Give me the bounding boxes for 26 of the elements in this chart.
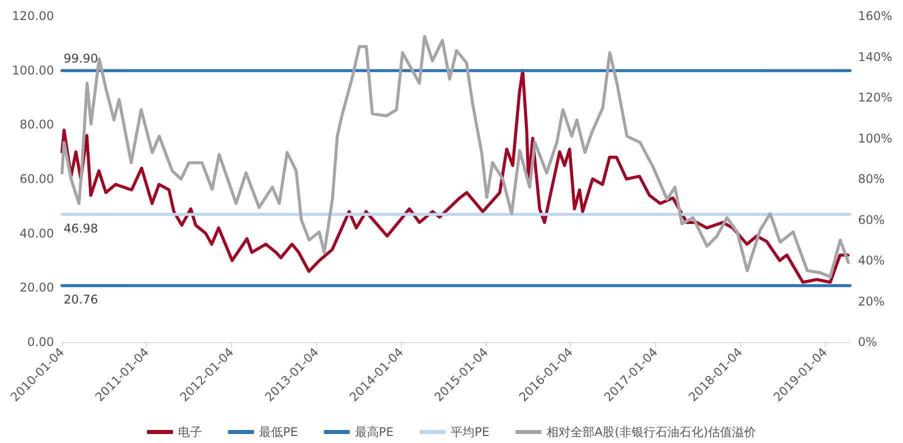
- legend-label: 最高PE: [354, 425, 394, 439]
- legend-label: 最低PE: [258, 425, 298, 439]
- y2-tick-label: 140%: [858, 50, 892, 64]
- y-tick-label: 40.00: [20, 226, 54, 240]
- line-series: [60, 69, 850, 284]
- y-tick-label: 120.00: [12, 9, 54, 23]
- y2-tick-label: 60%: [858, 212, 885, 227]
- y-tick-label: 60.00: [20, 172, 54, 186]
- y2-tick-label: 100%: [858, 131, 892, 146]
- legend-label: 电子: [178, 425, 202, 439]
- y2-tick-label: 40%: [858, 254, 885, 268]
- y2-tick-label: 160%: [858, 9, 892, 23]
- annotation: 99.90: [64, 52, 98, 66]
- y2-tick-label: 20%: [858, 294, 885, 308]
- legend-label: 相对全部A股(非银行石油石化)估值溢价: [546, 425, 756, 439]
- y-tick-label: 20.00: [20, 280, 54, 295]
- annotation: 20.76: [64, 292, 98, 307]
- y-tick-label: 100.00: [12, 63, 54, 78]
- annotation: 46.98: [64, 221, 98, 236]
- y2-tick-label: 0%: [858, 335, 878, 349]
- line-series: [60, 34, 850, 278]
- y-tick-label: 80.00: [20, 118, 54, 132]
- y2-tick-label: 120%: [858, 90, 892, 104]
- legend-label: 平均PE: [450, 425, 490, 439]
- y2-tick-label: 80%: [858, 172, 885, 186]
- y-tick-label: 0.00: [27, 335, 54, 349]
